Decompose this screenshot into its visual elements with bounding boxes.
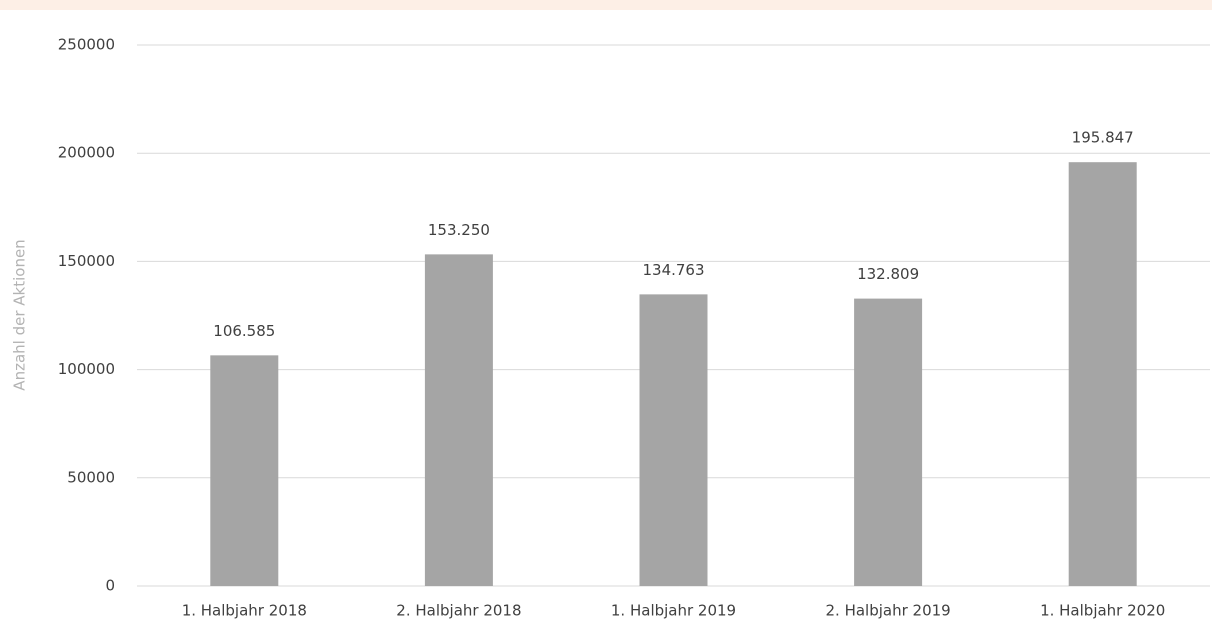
x-tick-label: 1. Halbjahr 2019 bbox=[611, 602, 736, 620]
value-label: 153.250 bbox=[428, 221, 490, 239]
y-axis-title: Anzahl der Aktionen bbox=[11, 239, 29, 390]
y-tick-label: 100000 bbox=[58, 360, 115, 378]
y-tick-label: 250000 bbox=[58, 36, 115, 54]
value-label: 132.809 bbox=[857, 265, 919, 283]
value-label: 195.847 bbox=[1072, 129, 1134, 147]
bar bbox=[639, 294, 708, 586]
x-tick-label: 2. Halbjahr 2018 bbox=[396, 602, 521, 620]
x-tick-label: 2. Halbjahr 2019 bbox=[825, 602, 950, 620]
y-tick-label: 0 bbox=[105, 577, 115, 595]
value-label: 106.585 bbox=[213, 322, 275, 340]
bar bbox=[210, 355, 279, 586]
bar bbox=[1068, 162, 1137, 587]
x-tick-label: 1. Halbjahr 2020 bbox=[1040, 602, 1165, 620]
bar bbox=[424, 254, 493, 586]
value-label: 134.763 bbox=[642, 261, 704, 279]
y-tick-label: 200000 bbox=[58, 144, 115, 162]
top-band bbox=[0, 0, 1212, 10]
y-tick-label: 150000 bbox=[58, 252, 115, 270]
x-tick-label: 1. Halbjahr 2018 bbox=[182, 602, 307, 620]
bar bbox=[854, 298, 923, 586]
y-tick-label: 50000 bbox=[67, 468, 115, 486]
